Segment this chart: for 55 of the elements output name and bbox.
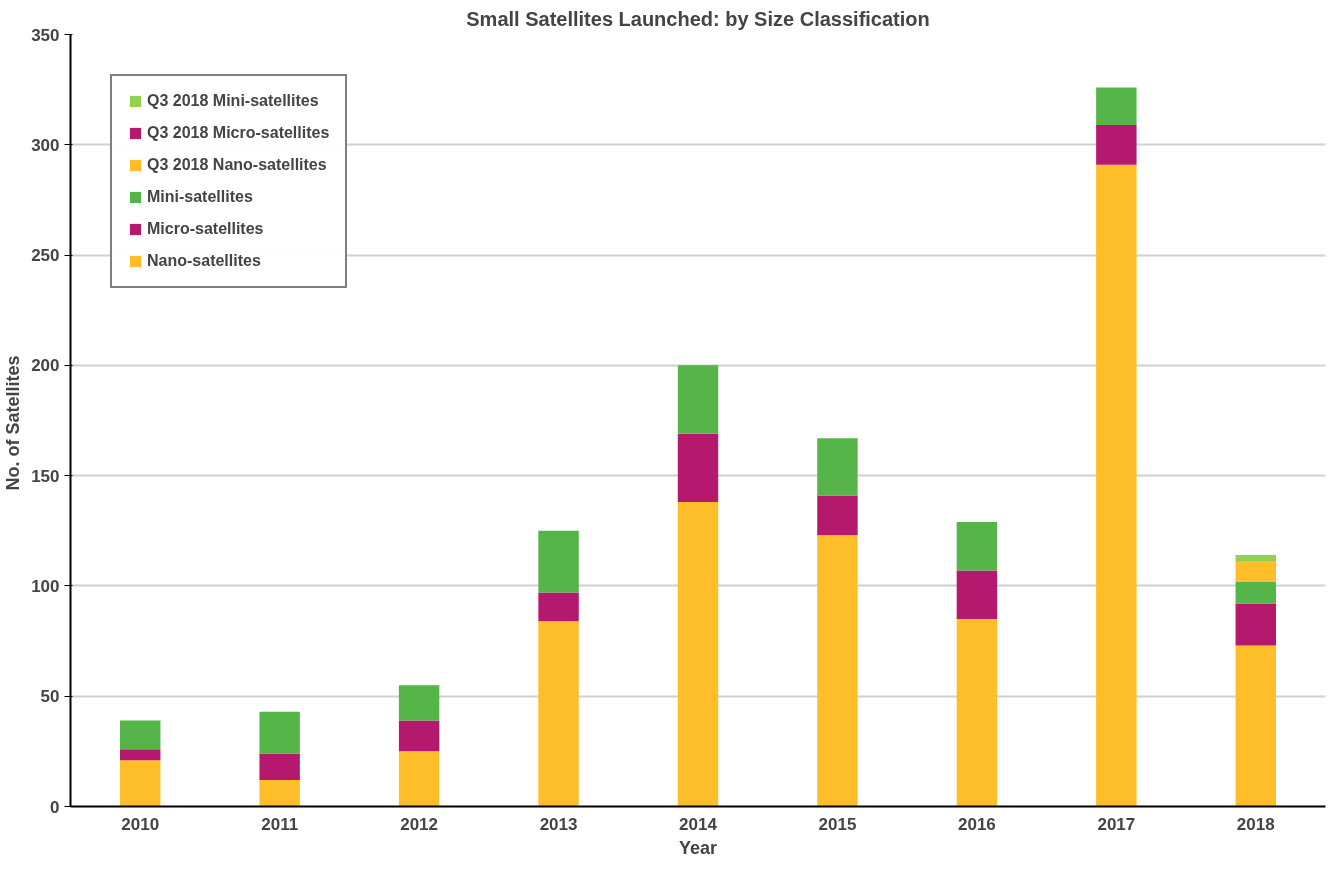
bar [1096,124,1137,165]
bar [817,495,858,536]
bar [120,760,161,807]
bar [538,621,579,807]
bar [1235,561,1276,582]
x-tick-label: 2010 [121,814,160,834]
chart-title: Small Satellites Launched: by Size Classification [466,7,930,30]
legend-label: Q3 2018 Nano-satellites [147,156,327,174]
legend-label: Micro-satellites [147,220,264,238]
bar [259,780,300,807]
x-tick-label: 2014 [679,814,718,834]
bar [398,720,440,752]
bar [398,751,440,807]
bar [120,720,161,750]
legend-label: Nano-satellites [147,252,261,270]
bar [1096,164,1137,807]
x-axis-title: Year [678,837,718,858]
y-tick-label: 300 [31,135,60,155]
x-tick-label: 2018 [1236,814,1275,834]
y-tick-label: 150 [31,466,60,486]
x-tick-label: 2017 [1097,814,1136,834]
legend-label: Q3 2018 Mini-satellites [147,92,319,110]
y-axis-title: No. of Satellites [3,355,24,491]
y-tick-label: 250 [31,246,60,266]
bar [956,619,998,807]
bar [956,570,998,620]
y-tick-label: 0 [50,797,60,817]
bar [1235,555,1276,562]
bar [1096,87,1137,125]
y-tick-label: 350 [31,25,60,45]
x-tick-label: 2013 [539,814,578,834]
bar [956,521,998,571]
bar [1235,645,1276,807]
bar [817,438,858,496]
y-tick-label: 100 [31,576,60,596]
bar [677,502,719,807]
bar [120,749,161,761]
y-tick-label: 50 [40,687,60,707]
y-tick-label: 200 [31,356,60,376]
x-tick-label: 2012 [400,814,439,834]
x-tick-label: 2016 [957,814,996,834]
bar [538,592,579,622]
bar [677,433,719,503]
bar [538,530,579,593]
x-tick-label: 2015 [818,814,857,834]
bar [398,685,440,721]
bar [817,535,858,807]
bar [259,711,300,754]
legend-label: Q3 2018 Micro-satellites [147,124,330,142]
bar [677,365,719,434]
x-tick-label: 2011 [261,814,299,834]
bar [1235,603,1276,646]
bar [1235,581,1276,604]
bar [259,753,300,781]
legend-label: Mini-satellites [147,188,253,206]
